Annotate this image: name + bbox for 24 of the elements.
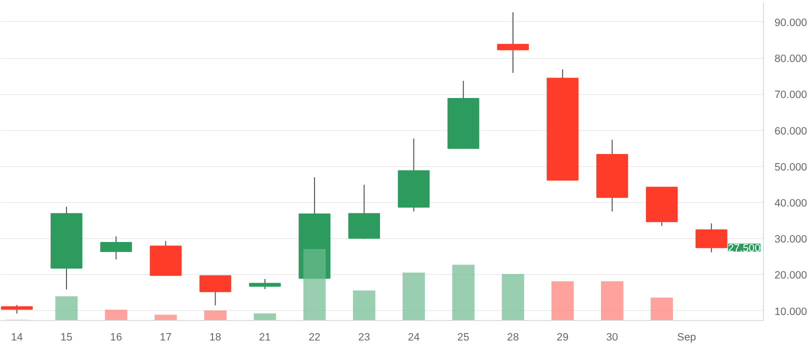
x-tick-label: 21	[258, 332, 271, 344]
y-tick-label: 60.000	[774, 125, 808, 138]
x-tick-label: 15	[60, 332, 72, 344]
x-tick-label: 28	[507, 332, 519, 344]
y-tick-label: 80.000	[774, 53, 808, 66]
annotation: 27.500	[728, 242, 761, 255]
y-tick-label: 40.000	[774, 197, 808, 210]
x-tick-label: 30	[606, 332, 618, 344]
y-tick-label: 70.000	[774, 89, 808, 102]
x-tick-label: 16	[110, 332, 122, 344]
x-tick-label: 25	[457, 332, 470, 344]
x-tick-label: 24	[408, 332, 420, 344]
x-tick-label: 18	[209, 332, 222, 344]
y-tick-label: 20.000	[774, 270, 808, 282]
y-tick-label: 50.000	[774, 161, 808, 174]
y-tick-label: 90.000	[774, 16, 808, 29]
y-tick-label: 30.000	[774, 234, 808, 246]
x-tick-label: 17	[160, 332, 172, 344]
y-tick-label: 10.000	[774, 306, 808, 318]
x-tick-label: 22	[308, 332, 321, 344]
text: Sep	[677, 332, 696, 344]
x-tick-label: 23	[358, 332, 370, 344]
x-tick-label: 29	[556, 332, 569, 344]
x-tick-label: 14	[10, 332, 23, 344]
